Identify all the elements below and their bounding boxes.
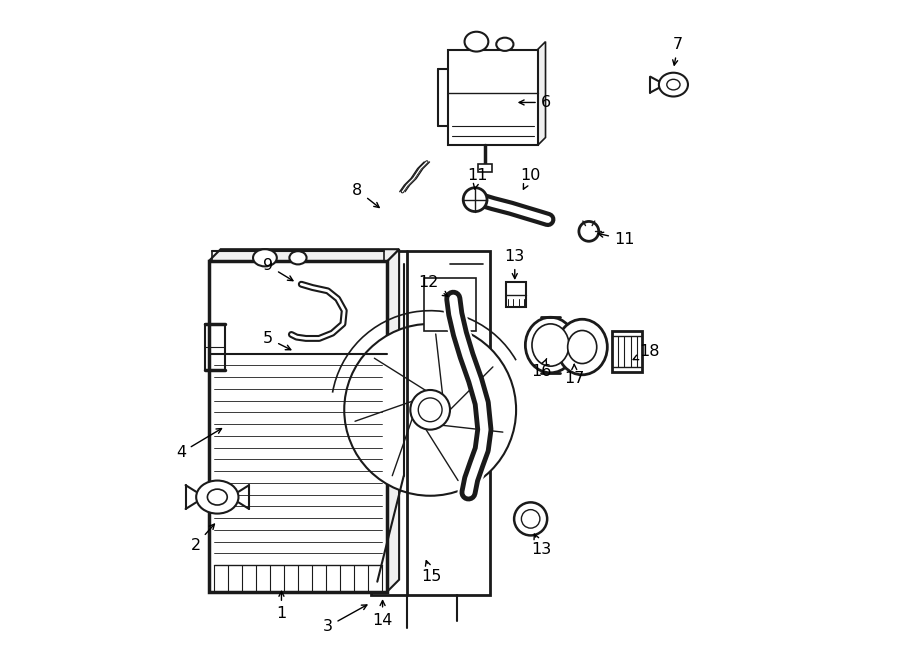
Ellipse shape bbox=[557, 319, 608, 375]
Text: 12: 12 bbox=[418, 276, 448, 296]
Text: 5: 5 bbox=[263, 331, 291, 350]
Ellipse shape bbox=[667, 79, 680, 90]
Ellipse shape bbox=[579, 221, 599, 241]
Polygon shape bbox=[537, 42, 545, 145]
Polygon shape bbox=[209, 261, 387, 592]
Polygon shape bbox=[387, 249, 399, 592]
Text: 7: 7 bbox=[672, 38, 683, 65]
Text: 15: 15 bbox=[421, 561, 442, 584]
Text: 13: 13 bbox=[505, 249, 525, 278]
Polygon shape bbox=[448, 50, 537, 145]
Text: 1: 1 bbox=[276, 592, 286, 621]
Text: 4: 4 bbox=[176, 428, 221, 460]
Text: 6: 6 bbox=[519, 95, 551, 110]
Text: 10: 10 bbox=[520, 168, 541, 189]
Text: 9: 9 bbox=[263, 258, 293, 281]
Text: 18: 18 bbox=[633, 344, 660, 360]
Polygon shape bbox=[424, 278, 476, 330]
Bar bbox=[612, 331, 642, 372]
Ellipse shape bbox=[514, 502, 547, 535]
Text: 11: 11 bbox=[598, 232, 634, 247]
Text: 2: 2 bbox=[191, 524, 214, 553]
Ellipse shape bbox=[464, 188, 487, 212]
Text: 14: 14 bbox=[373, 601, 392, 627]
Ellipse shape bbox=[568, 330, 597, 364]
Ellipse shape bbox=[526, 317, 576, 373]
Bar bbox=[479, 164, 491, 172]
Text: 3: 3 bbox=[323, 605, 367, 634]
Text: 11: 11 bbox=[467, 168, 488, 189]
Polygon shape bbox=[371, 251, 490, 595]
Ellipse shape bbox=[659, 73, 688, 97]
Bar bbox=[506, 282, 526, 307]
Ellipse shape bbox=[521, 510, 540, 528]
Ellipse shape bbox=[290, 251, 307, 264]
Ellipse shape bbox=[532, 324, 569, 366]
Polygon shape bbox=[209, 249, 399, 261]
Ellipse shape bbox=[207, 489, 227, 505]
Ellipse shape bbox=[496, 38, 514, 51]
Text: 13: 13 bbox=[531, 534, 552, 557]
Text: 17: 17 bbox=[564, 364, 584, 385]
Ellipse shape bbox=[344, 324, 516, 496]
Text: 16: 16 bbox=[531, 359, 552, 379]
Ellipse shape bbox=[418, 398, 442, 422]
Text: 8: 8 bbox=[352, 183, 379, 208]
Ellipse shape bbox=[464, 32, 489, 52]
Ellipse shape bbox=[410, 390, 450, 430]
Ellipse shape bbox=[196, 481, 238, 514]
Ellipse shape bbox=[253, 249, 277, 266]
